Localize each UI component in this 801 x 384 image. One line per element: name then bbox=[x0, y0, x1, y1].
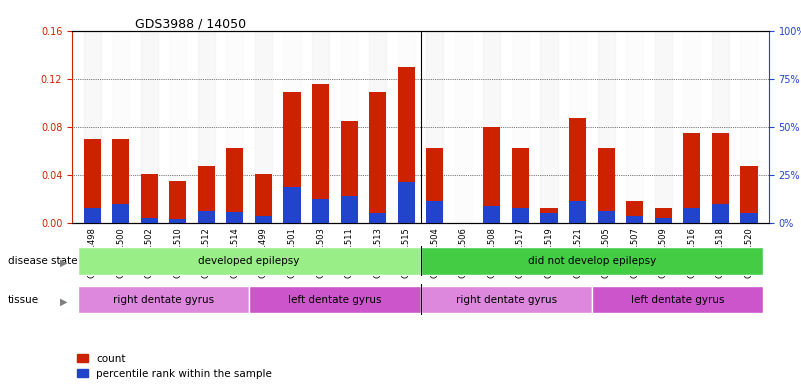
Bar bbox=[426, 31, 444, 223]
Text: disease state: disease state bbox=[8, 256, 78, 266]
Bar bbox=[284, 31, 300, 223]
Bar bbox=[83, 139, 101, 223]
Bar bbox=[340, 196, 358, 223]
Bar bbox=[626, 215, 643, 223]
Legend: count, percentile rank within the sample: count, percentile rank within the sample bbox=[78, 354, 272, 379]
Bar bbox=[512, 208, 529, 223]
Bar bbox=[227, 212, 244, 223]
Bar bbox=[712, 204, 729, 223]
Bar bbox=[541, 213, 557, 223]
Bar bbox=[397, 182, 415, 223]
Bar bbox=[112, 139, 129, 223]
Bar bbox=[426, 148, 444, 223]
Bar bbox=[141, 218, 158, 223]
FancyBboxPatch shape bbox=[592, 286, 763, 313]
Bar bbox=[626, 201, 643, 223]
Bar bbox=[83, 31, 101, 223]
Bar bbox=[541, 31, 557, 223]
Bar bbox=[227, 148, 244, 223]
Bar bbox=[512, 148, 529, 223]
Bar bbox=[598, 148, 614, 223]
Bar bbox=[83, 208, 101, 223]
FancyBboxPatch shape bbox=[78, 247, 421, 275]
Bar bbox=[198, 166, 215, 223]
Bar bbox=[169, 219, 187, 223]
Bar bbox=[654, 208, 672, 223]
Text: did not develop epilepsy: did not develop epilepsy bbox=[528, 256, 656, 266]
Bar bbox=[198, 211, 215, 223]
Bar bbox=[569, 31, 586, 223]
Bar bbox=[255, 174, 272, 223]
FancyBboxPatch shape bbox=[78, 286, 249, 313]
Bar bbox=[284, 187, 300, 223]
FancyBboxPatch shape bbox=[421, 286, 592, 313]
Bar bbox=[541, 208, 557, 223]
Bar bbox=[455, 31, 472, 223]
Text: left dentate gyrus: left dentate gyrus bbox=[288, 295, 381, 305]
Bar bbox=[626, 31, 643, 223]
Text: developed epilepsy: developed epilepsy bbox=[199, 256, 300, 266]
Bar bbox=[598, 31, 614, 223]
Bar bbox=[712, 31, 729, 223]
Bar bbox=[369, 31, 386, 223]
Bar bbox=[284, 92, 300, 223]
Bar bbox=[740, 213, 758, 223]
Bar bbox=[169, 181, 187, 223]
Bar bbox=[483, 206, 501, 223]
Text: GDS3988 / 14050: GDS3988 / 14050 bbox=[135, 18, 246, 31]
Bar bbox=[227, 31, 244, 223]
Bar bbox=[397, 31, 415, 223]
Bar bbox=[340, 31, 358, 223]
Text: ▶: ▶ bbox=[60, 258, 67, 268]
Bar bbox=[397, 67, 415, 223]
Bar bbox=[340, 121, 358, 223]
Bar bbox=[683, 133, 700, 223]
Bar bbox=[569, 201, 586, 223]
Text: ▶: ▶ bbox=[60, 296, 67, 306]
Bar bbox=[198, 31, 215, 223]
FancyBboxPatch shape bbox=[421, 247, 763, 275]
Bar bbox=[255, 215, 272, 223]
Bar bbox=[112, 204, 129, 223]
Bar bbox=[312, 84, 329, 223]
Bar bbox=[483, 127, 501, 223]
Text: right dentate gyrus: right dentate gyrus bbox=[456, 295, 557, 305]
Bar bbox=[712, 133, 729, 223]
Bar bbox=[512, 31, 529, 223]
Bar bbox=[740, 166, 758, 223]
Bar bbox=[312, 199, 329, 223]
Bar bbox=[369, 213, 386, 223]
Bar bbox=[369, 92, 386, 223]
Bar bbox=[683, 208, 700, 223]
Bar bbox=[740, 31, 758, 223]
Bar bbox=[683, 31, 700, 223]
Text: right dentate gyrus: right dentate gyrus bbox=[113, 295, 214, 305]
Bar bbox=[312, 31, 329, 223]
Bar bbox=[598, 211, 614, 223]
Text: tissue: tissue bbox=[8, 295, 39, 305]
Bar bbox=[141, 174, 158, 223]
Bar bbox=[141, 31, 158, 223]
Bar bbox=[569, 118, 586, 223]
FancyBboxPatch shape bbox=[249, 286, 421, 313]
Bar bbox=[255, 31, 272, 223]
Bar bbox=[654, 218, 672, 223]
Text: left dentate gyrus: left dentate gyrus bbox=[631, 295, 724, 305]
Bar bbox=[654, 31, 672, 223]
Bar bbox=[112, 31, 129, 223]
Bar bbox=[169, 31, 187, 223]
Bar bbox=[483, 31, 501, 223]
Bar bbox=[426, 201, 444, 223]
